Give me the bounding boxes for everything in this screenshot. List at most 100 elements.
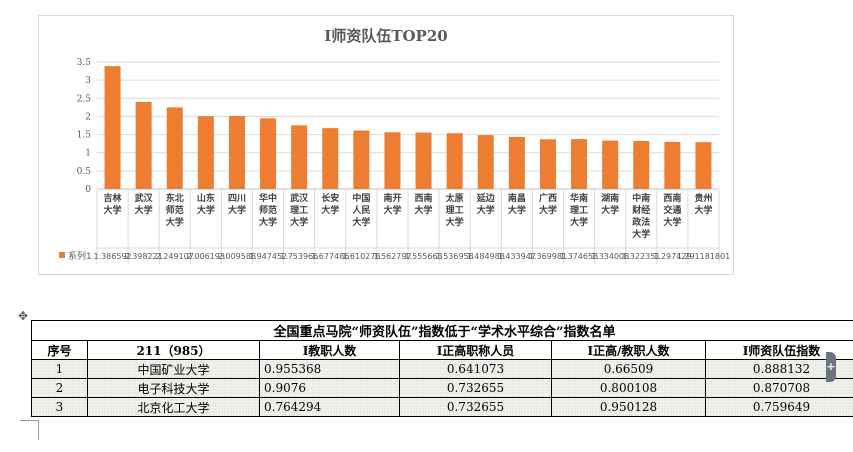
cell-senior-staff[interactable]: 0.641073 (399, 359, 552, 379)
x-tick-label: 西南交通大学 (663, 192, 681, 228)
cell-school[interactable]: 北京化工大学 (87, 397, 260, 417)
cell-senior-staff[interactable]: 0.732655 (399, 378, 552, 398)
cell-senior-staff[interactable]: 0.732655 (399, 397, 552, 417)
data-label: 1.369981 (529, 252, 567, 261)
bar (260, 118, 277, 189)
page-corner-mark (38, 420, 39, 440)
bar (384, 132, 401, 189)
data-label: 1.555663 (404, 252, 442, 261)
data-label: 1.433947 (498, 252, 536, 261)
data-label: 2.009588 (218, 252, 256, 261)
bar (228, 116, 245, 189)
data-label: 2.249107 (156, 252, 194, 261)
x-tick-label: 武汉理工大学 (290, 192, 309, 228)
x-tick-label: 贵州大学 (694, 192, 712, 216)
cell-faculty-index[interactable]: 0.870708 (704, 378, 853, 398)
cell-faculty-index[interactable]: 0.888132 (704, 359, 853, 379)
bar (602, 140, 619, 189)
x-tick-label: 南昌大学 (508, 192, 526, 216)
x-tick-label: 延边大学 (476, 192, 496, 216)
table-header-row: 序号 211（985） Ⅰ教职人数 Ⅰ正高职称人员 Ⅰ正高/教职人数 Ⅰ师资队伍… (31, 340, 853, 360)
bar (415, 132, 432, 189)
data-label: 2.398221 (125, 252, 163, 261)
y-tick-label: 1.5 (77, 131, 92, 141)
move-arrows-icon[interactable]: ✥ (18, 309, 29, 323)
data-label: 1.334008 (591, 252, 629, 261)
page-corner-mark (20, 420, 39, 421)
y-tick-label: 0.5 (77, 167, 92, 177)
bar (197, 116, 214, 189)
bar (446, 133, 463, 189)
cell-staff-count[interactable]: 0.764294 (259, 397, 400, 417)
x-tick-label: 西南大学 (415, 192, 433, 216)
x-tick-label: 湖南大学 (601, 192, 619, 216)
plus-icon[interactable]: + (826, 352, 836, 382)
bar-chart: Ⅰ师资队伍TOP20 0 0.5 1 1.5 2 2.5 3 3.5 吉林大学 1.386592 武汉… (59, 27, 730, 264)
table-container: 全国重点马院“师资队伍”指数低于“学术水平综合”指数名单 序号 211（985）… (30, 320, 853, 417)
bar (664, 141, 681, 189)
data-label: 1.374658 (560, 252, 598, 261)
header-index: 序号 (31, 340, 88, 360)
header-senior-ratio: Ⅰ正高/教职人数 (551, 340, 706, 360)
x-tick-label: 中国人民大学 (351, 192, 370, 228)
bar (477, 135, 494, 189)
data-label: 2.006193 (187, 252, 225, 261)
data-label: 1.297429 (653, 252, 691, 261)
x-tick-label: 太原理工大学 (445, 192, 464, 228)
cell-senior-ratio[interactable]: 0.950128 (551, 397, 706, 417)
bar (104, 66, 121, 189)
header-staff-count: Ⅰ教职人数 (259, 340, 400, 360)
cell-senior-ratio[interactable]: 0.66509 (551, 359, 706, 379)
table-title: 全国重点马院“师资队伍”指数低于“学术水平综合”指数名单 (30, 320, 853, 341)
x-tick-label: 华南理工大学 (570, 192, 588, 228)
bar (353, 130, 370, 189)
data-label: 1.322351 (622, 252, 660, 261)
y-tick-label: 2.5 (77, 94, 92, 104)
data-label: 1.610278 (342, 252, 380, 261)
cell-senior-ratio[interactable]: 0.800108 (551, 378, 706, 398)
x-tick-label: 南开大学 (383, 192, 401, 216)
data-label: 1.753966 (280, 252, 318, 261)
x-tick-label: 山东大学 (197, 192, 215, 216)
header-senior-staff: Ⅰ正高职称人员 (399, 340, 552, 360)
cell-index[interactable]: 2 (31, 378, 88, 398)
x-tick-label: 武汉大学 (135, 192, 154, 216)
cell-faculty-index[interactable]: 0.759649 (704, 397, 853, 417)
chart-container[interactable]: Ⅰ师资队伍TOP20 0 0.5 1 1.5 2 2.5 3 3.5 吉林大学 1.386592 武汉… (38, 15, 734, 275)
x-tick-label: 中南财经政法大学 (631, 192, 650, 240)
cell-staff-count[interactable]: 0.9076 (259, 378, 400, 398)
bar (291, 125, 308, 189)
table-row[interactable]: 1 中国矿业大学 0.955368 0.641073 0.66509 0.888… (31, 359, 853, 379)
y-tick-label: 3.5 (77, 58, 92, 68)
legend-key (59, 252, 65, 258)
x-tick-label: 广西大学 (539, 192, 557, 216)
cell-school[interactable]: 中国矿业大学 (87, 359, 260, 379)
data-label: 1.536958 (436, 252, 474, 261)
x-tick-label: 华中师范大学 (259, 192, 277, 228)
ranking-table: 全国重点马院“师资队伍”指数低于“学术水平综合”指数名单 序号 211（985）… (30, 320, 853, 417)
cell-school[interactable]: 电子科技大学 (87, 378, 260, 398)
table-row[interactable]: 3 北京化工大学 0.764294 0.732655 0.950128 0.75… (31, 397, 853, 417)
y-tick-label: 0 (85, 185, 91, 195)
table-row[interactable]: 2 电子科技大学 0.9076 0.732655 0.800108 0.8707… (31, 378, 853, 398)
x-tick-label: 吉林大学 (104, 192, 123, 216)
cell-index[interactable]: 3 (31, 397, 88, 417)
bar (695, 142, 712, 189)
y-tick-label: 3 (85, 76, 91, 86)
y-tick-label: 2 (85, 112, 91, 122)
x-tick-label: 东北师范大学 (166, 192, 184, 228)
x-tick-label: 长安大学 (321, 192, 339, 216)
bar (166, 107, 183, 189)
bar (322, 128, 339, 189)
cell-staff-count[interactable]: 0.955368 (259, 359, 400, 379)
chart-title: Ⅰ师资队伍TOP20 (324, 27, 447, 45)
header-school: 211（985） (87, 340, 260, 360)
legend-label: 系列1 (68, 250, 92, 262)
bar (539, 139, 556, 189)
bar (571, 139, 588, 189)
cell-index[interactable]: 1 (31, 359, 88, 379)
x-tick-label: 四川大学 (228, 193, 246, 216)
y-tick-label: 1 (85, 149, 91, 159)
bar (135, 101, 152, 189)
bar (508, 136, 525, 189)
